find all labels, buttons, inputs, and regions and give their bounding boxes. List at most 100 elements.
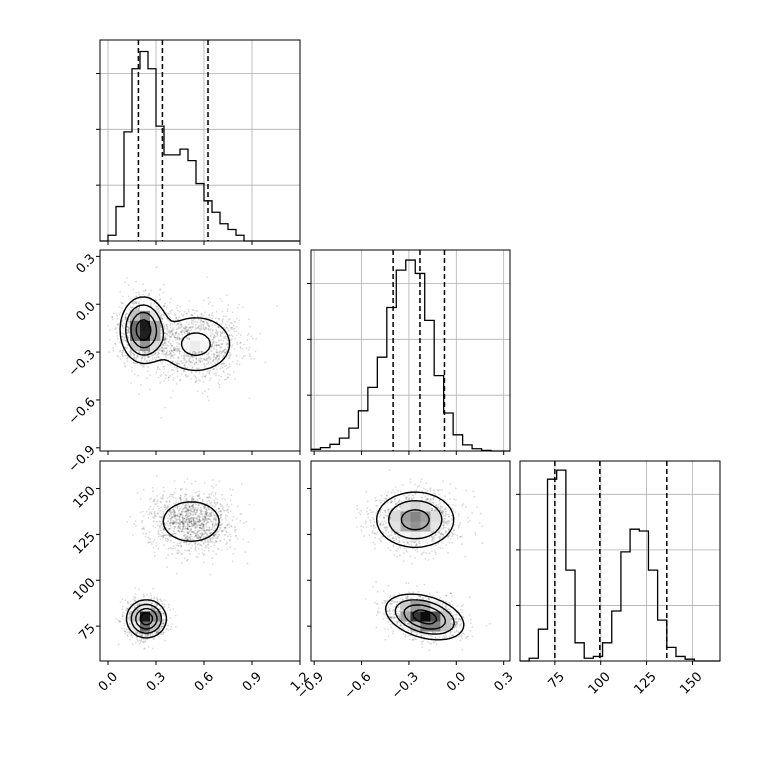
scatter-point [182, 523, 185, 525]
scatter-point [208, 537, 211, 539]
scatter-point [180, 360, 183, 363]
scatter-point [125, 317, 127, 320]
scatter-point [229, 546, 232, 549]
scatter-point [208, 509, 211, 511]
scatter-point [171, 327, 174, 330]
scatter-point [206, 538, 209, 540]
scatter-point [194, 526, 197, 529]
scatter-point [172, 348, 175, 350]
scatter-point [126, 521, 129, 523]
scatter-point [187, 510, 190, 513]
scatter-point [209, 520, 212, 522]
scatter-point [223, 326, 226, 329]
scatter-point [191, 525, 194, 528]
scatter-point [119, 311, 122, 313]
scatter-point [177, 349, 180, 352]
scatter-point [210, 332, 212, 335]
scatter-point [112, 312, 115, 315]
scatter-point [169, 332, 172, 335]
scatter-point [181, 512, 183, 514]
scatter-point [204, 517, 207, 519]
scatter-point [125, 347, 127, 349]
scatter-point [187, 526, 189, 529]
scatter-point [142, 526, 145, 528]
scatter-point [183, 370, 186, 372]
scatter-point [188, 506, 191, 508]
scatter-point [161, 346, 164, 349]
scatter-point [175, 328, 178, 331]
scatter-point [219, 510, 222, 512]
scatter-point [133, 357, 135, 360]
scatter-point [175, 544, 178, 547]
scatter-point [194, 375, 197, 378]
scatter-point [248, 397, 251, 400]
scatter-point [220, 352, 223, 354]
scatter-point [172, 547, 175, 550]
scatter-point [161, 349, 164, 352]
scatter-point [221, 320, 224, 323]
scatter-point [212, 342, 215, 345]
scatter-point [184, 374, 187, 376]
scatter-point [126, 277, 128, 279]
scatter-point [192, 518, 195, 521]
scatter-point [209, 369, 212, 372]
scatter-point [183, 327, 186, 330]
scatter-point [200, 529, 202, 532]
scatter-point [210, 501, 213, 504]
scatter-point [134, 295, 137, 298]
scatter-point [171, 553, 174, 556]
scatter-point [184, 325, 187, 328]
scatter-point [182, 518, 184, 520]
scatter-point [156, 631, 159, 634]
scatter-point [205, 513, 208, 515]
scatter-point [163, 506, 166, 508]
scatter-point [207, 357, 210, 359]
scatter-point [209, 539, 212, 542]
scatter-point [187, 538, 189, 541]
scatter-point [193, 374, 196, 377]
scatter-point [183, 531, 186, 533]
scatter-point [213, 355, 216, 358]
scatter-point [185, 519, 188, 521]
scatter-point [172, 493, 175, 496]
scatter-point [191, 351, 194, 354]
scatter-point [223, 534, 226, 536]
scatter-point [192, 514, 194, 517]
scatter-point [253, 528, 256, 531]
scatter-point [183, 332, 186, 335]
scatter-point [197, 504, 200, 506]
scatter-point [188, 536, 191, 538]
scatter-point [211, 504, 214, 507]
scatter-point [182, 354, 185, 357]
scatter-point [230, 525, 233, 528]
scatter-point [160, 633, 162, 635]
scatter-point [193, 510, 195, 513]
scatter-point [226, 342, 229, 344]
scatter-point [167, 312, 169, 315]
scatter-point [225, 344, 228, 346]
scatter-point [197, 534, 200, 537]
density-block [140, 320, 151, 331]
scatter-point [148, 355, 151, 358]
scatter-point [192, 356, 195, 359]
scatter-point [162, 620, 165, 623]
scatter-point [213, 373, 216, 376]
density-block [150, 310, 161, 321]
scatter-point [218, 355, 221, 358]
density-block [130, 320, 141, 331]
scatter-point [161, 362, 163, 365]
scatter-point [196, 495, 199, 497]
scatter-point [139, 352, 141, 354]
scatter-point [224, 337, 227, 339]
scatter-point [222, 331, 224, 334]
scatter-point [185, 513, 188, 516]
scatter-point [120, 331, 123, 334]
scatter-point [214, 358, 217, 361]
scatter-point [151, 602, 153, 605]
scatter-point [209, 512, 212, 515]
scatter-point [215, 357, 217, 359]
scatter-point [170, 527, 172, 529]
scatter-point [127, 329, 129, 332]
scatter-point [223, 332, 226, 334]
scatter-point [196, 534, 199, 536]
